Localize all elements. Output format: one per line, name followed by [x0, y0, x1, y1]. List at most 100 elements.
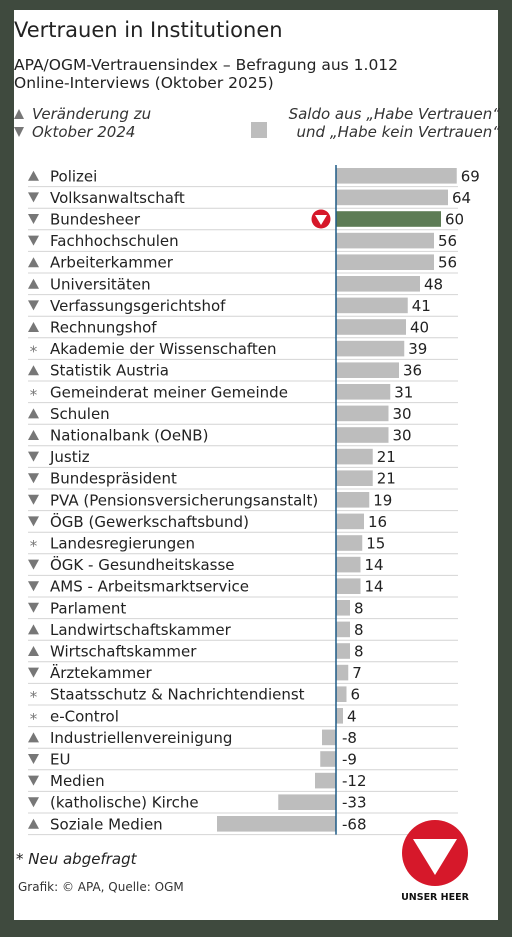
value-label: 21	[377, 470, 396, 488]
bar	[336, 535, 363, 551]
category-label: Landesregierungen	[50, 535, 195, 553]
category-label: Verfassungsgerichtshof	[50, 297, 226, 315]
new-asterisk: *	[30, 688, 38, 706]
bar	[336, 232, 434, 249]
value-label: 7	[352, 664, 362, 682]
bar	[336, 578, 361, 594]
triangle-down-icon	[28, 473, 39, 484]
logo-text: UNSER HEER	[401, 892, 469, 903]
value-label: 60	[445, 211, 464, 229]
value-label: 15	[366, 535, 385, 553]
value-label: 21	[377, 448, 396, 466]
category-label: Wirtschaftskammer	[50, 643, 197, 661]
category-label: ÖGK - Gesundheitskasse	[50, 555, 235, 574]
new-asterisk: *	[30, 710, 38, 728]
bar	[336, 664, 349, 681]
category-label: (katholische) Kirche	[50, 794, 199, 812]
bar	[336, 513, 364, 530]
category-label: Nationalbank (OeNB)	[50, 427, 208, 445]
bar	[336, 686, 347, 702]
value-label: 30	[393, 405, 412, 423]
category-label: Landwirtschaftskammer	[50, 621, 232, 639]
bar	[336, 362, 399, 378]
highlight-badge-mark	[315, 215, 327, 225]
triangle-down-icon	[14, 127, 24, 137]
new-asterisk: *	[30, 343, 38, 361]
value-label: 36	[403, 362, 422, 380]
value-label: 8	[354, 643, 364, 661]
value-label: 8	[354, 621, 364, 639]
value-label: -33	[342, 794, 367, 812]
triangle-down-icon	[28, 797, 39, 808]
value-label: 48	[424, 275, 443, 293]
source-credit: Grafik: © APA, Quelle: OGM	[18, 880, 184, 894]
bar	[336, 405, 389, 422]
category-label: Rechnungshof	[50, 319, 157, 337]
category-label: e-Control	[50, 707, 119, 725]
category-label: AMS - Arbeitsmarktservice	[50, 578, 249, 596]
value-label: -8	[342, 729, 357, 747]
category-label: Industriellenvereinigung	[50, 729, 232, 747]
value-label: 31	[394, 383, 413, 401]
triangle-up-icon	[28, 818, 39, 829]
value-label: 56	[438, 254, 457, 272]
chart-card	[14, 10, 498, 920]
value-label: 30	[393, 427, 412, 445]
triangle-down-icon	[28, 235, 39, 246]
category-label: Akademie der Wissenschaften	[50, 340, 277, 358]
bar	[336, 211, 441, 227]
value-label: 39	[408, 340, 427, 358]
value-label: -9	[342, 751, 357, 769]
category-label: Soziale Medien	[50, 815, 163, 833]
category-label: PVA (Pensionsversicherungsanstalt)	[50, 491, 318, 509]
value-label: 14	[365, 578, 384, 596]
triangle-up-icon	[14, 109, 24, 119]
triangle-down-icon	[28, 494, 39, 505]
bar	[336, 708, 343, 724]
triangle-up-icon	[28, 257, 39, 268]
triangle-down-icon	[28, 451, 39, 462]
triangle-up-icon	[28, 170, 39, 181]
category-label: Medien	[50, 772, 105, 790]
chart-title: Vertrauen in Institutionen	[14, 18, 283, 42]
category-label: ÖGB (Gewerkschaftsbund)	[50, 512, 249, 531]
triangle-down-icon	[28, 754, 39, 764]
bar	[336, 470, 373, 486]
bar	[217, 816, 336, 832]
legend-swatch	[250, 122, 267, 138]
saldo-legend-line1: Saldo aus „Habe Vertrauen“	[288, 105, 500, 123]
change-legend: Veränderung zu Oktober 2024	[14, 105, 151, 141]
value-label: 14	[365, 556, 384, 574]
bar	[336, 276, 420, 292]
value-label: 4	[347, 707, 357, 725]
unser-heer-logo: UNSER HEER	[400, 815, 470, 905]
triangle-down-icon	[28, 192, 39, 203]
value-label: -12	[342, 772, 367, 790]
bar	[336, 427, 389, 443]
saldo-legend-line2: und „Habe kein Vertrauen“	[296, 123, 500, 141]
bar	[336, 319, 406, 335]
bar	[336, 643, 350, 659]
bar	[336, 492, 370, 508]
value-label: -68	[342, 815, 367, 833]
category-label: Gemeinderat meiner Gemeinde	[50, 383, 288, 401]
bar	[315, 772, 336, 789]
category-label: Parlament	[50, 599, 126, 617]
triangle-up-icon	[28, 408, 39, 419]
category-label: Bundespräsident	[50, 470, 177, 488]
category-label: Schulen	[50, 405, 110, 423]
category-label: Polizei	[50, 167, 97, 185]
new-asterisk: *	[30, 537, 38, 555]
triangle-up-icon	[28, 278, 39, 289]
triangle-down-icon	[28, 300, 39, 311]
bar	[336, 600, 350, 616]
category-label: Statistik Austria	[50, 362, 169, 380]
bar	[336, 384, 391, 400]
value-label: 69	[461, 167, 480, 185]
category-label: Arbeiterkammer	[50, 254, 174, 272]
change-legend-line1: Veränderung zu	[32, 105, 152, 123]
value-label: 6	[351, 686, 361, 704]
triangle-down-icon	[28, 214, 39, 224]
value-label: 56	[438, 232, 457, 250]
